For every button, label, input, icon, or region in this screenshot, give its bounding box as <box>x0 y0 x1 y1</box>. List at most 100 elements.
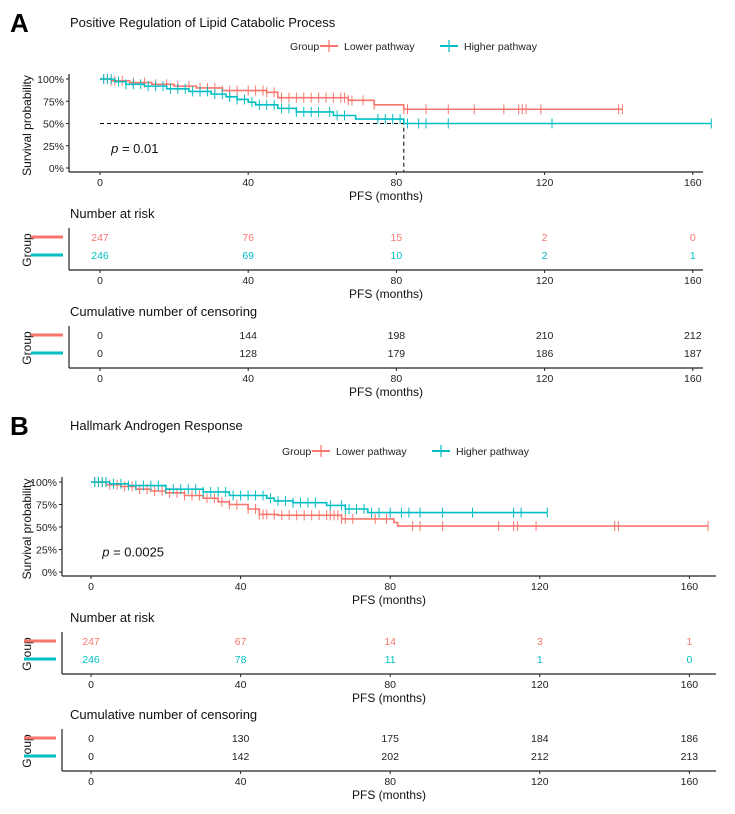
x-tick-label: 120 <box>536 177 554 189</box>
y-tick-label: 25% <box>43 141 64 153</box>
x-tick-label: 120 <box>531 581 549 593</box>
y-tick-label: 75% <box>36 500 57 512</box>
table-cell: 76 <box>242 232 254 244</box>
x-tick-label: 120 <box>536 373 554 385</box>
table-title: Number at risk <box>70 206 155 221</box>
panel-A: A Positive Regulation of Lipid Catabolic … <box>10 8 712 399</box>
x-tick-label: 160 <box>684 177 702 189</box>
table-cell: 144 <box>239 330 257 342</box>
x-tick-label: 40 <box>235 776 247 788</box>
x-tick-label: 160 <box>681 679 699 691</box>
x-axis-label: PFS (months) <box>352 691 426 705</box>
survival-curve-lower <box>100 78 623 111</box>
p-value-text: = 0.01 <box>118 141 158 156</box>
x-tick-label: 120 <box>536 275 554 287</box>
x-tick-label: 160 <box>681 581 699 593</box>
y-tick-label: 25% <box>36 545 57 557</box>
chart-title: Positive Regulation of Lipid Catabolic P… <box>70 15 336 30</box>
table-y-label: Group <box>20 331 34 365</box>
table-cell: 2 <box>542 250 548 262</box>
x-tick-label: 0 <box>88 679 94 691</box>
table-cell: 1 <box>690 250 696 262</box>
y-axis-label: Survival probability <box>20 75 34 176</box>
x-axis-label: PFS (months) <box>349 287 423 301</box>
survival-curve-higher <box>91 481 548 514</box>
table-cell: 10 <box>391 250 403 262</box>
y-tick-label: 100% <box>37 74 64 86</box>
table-cell: 246 <box>82 654 100 666</box>
x-tick-label: 0 <box>97 373 103 385</box>
y-tick-label: 0% <box>49 163 64 175</box>
table-cell: 0 <box>88 751 94 763</box>
table-cell: 212 <box>684 330 702 342</box>
table-cell: 0 <box>690 232 696 244</box>
p-value-symbol: p <box>101 545 109 560</box>
legend-title: Group <box>290 41 319 53</box>
x-tick-label: 80 <box>391 373 403 385</box>
x-axis-label: PFS (months) <box>349 189 423 203</box>
table-cell: 3 <box>537 636 543 648</box>
x-tick-label: 40 <box>235 679 247 691</box>
y-tick-label: 0% <box>42 567 57 579</box>
table-cell: 187 <box>684 348 702 360</box>
table-cell: 210 <box>536 330 554 342</box>
table-cell: 2 <box>542 232 548 244</box>
legend-title: Group <box>282 446 311 458</box>
table-cell: 184 <box>531 733 549 745</box>
table-cell: 247 <box>91 232 109 244</box>
table-cell: 78 <box>235 654 247 666</box>
legend-entry: Lower pathway <box>336 446 407 458</box>
table-cell: 69 <box>242 250 254 262</box>
panel-B: B Hallmark Androgen Response Group Lower pa… <box>10 411 716 802</box>
x-tick-label: 40 <box>242 373 254 385</box>
table-cell: 67 <box>235 636 247 648</box>
legend-entry: Higher pathway <box>464 41 538 53</box>
p-value: p = 0.0025 <box>101 545 164 560</box>
legend-entry: Lower pathway <box>344 41 415 53</box>
table-cell: 11 <box>385 654 396 666</box>
table-cell: 186 <box>536 348 554 360</box>
x-tick-label: 0 <box>97 275 103 287</box>
x-tick-label: 160 <box>684 373 702 385</box>
table-cell: 14 <box>384 636 396 648</box>
table-y-label: Group <box>20 233 34 267</box>
table-cell: 212 <box>531 751 549 763</box>
table-cell: 175 <box>381 733 399 745</box>
table-title: Cumulative number of censoring <box>70 304 257 319</box>
x-tick-label: 120 <box>531 679 549 691</box>
table-cell: 1 <box>537 654 543 666</box>
table-title: Number at risk <box>70 610 155 625</box>
x-tick-label: 0 <box>88 581 94 593</box>
legend-entry: Higher pathway <box>456 446 530 458</box>
table-cell: 0 <box>88 733 94 745</box>
table-title: Cumulative number of censoring <box>70 707 257 722</box>
table-cell: 186 <box>681 733 699 745</box>
x-tick-label: 120 <box>531 776 549 788</box>
table-cell: 130 <box>232 733 250 745</box>
x-tick-label: 160 <box>681 776 699 788</box>
table-cell: 128 <box>239 348 257 360</box>
panel-label: B <box>10 411 29 441</box>
x-tick-label: 80 <box>391 275 403 287</box>
x-tick-label: 160 <box>684 275 702 287</box>
table-y-label: Group <box>20 734 34 768</box>
y-tick-label: 100% <box>30 477 57 489</box>
table-cell: 0 <box>686 654 692 666</box>
x-axis-label: PFS (months) <box>349 385 423 399</box>
table-y-label: Group <box>20 637 34 671</box>
x-axis-label: PFS (months) <box>352 788 426 802</box>
x-tick-label: 0 <box>88 776 94 788</box>
table-cell: 198 <box>388 330 406 342</box>
x-tick-label: 40 <box>235 581 247 593</box>
table-cell: 202 <box>381 751 399 763</box>
x-tick-label: 40 <box>242 275 254 287</box>
x-tick-label: 80 <box>391 177 403 189</box>
table-cell: 247 <box>82 636 100 648</box>
y-tick-label: 50% <box>43 119 64 131</box>
table-cell: 15 <box>391 232 403 244</box>
x-tick-label: 40 <box>242 177 254 189</box>
x-tick-label: 0 <box>97 177 103 189</box>
table-cell: 0 <box>97 348 103 360</box>
chart-title: Hallmark Androgen Response <box>70 418 243 433</box>
